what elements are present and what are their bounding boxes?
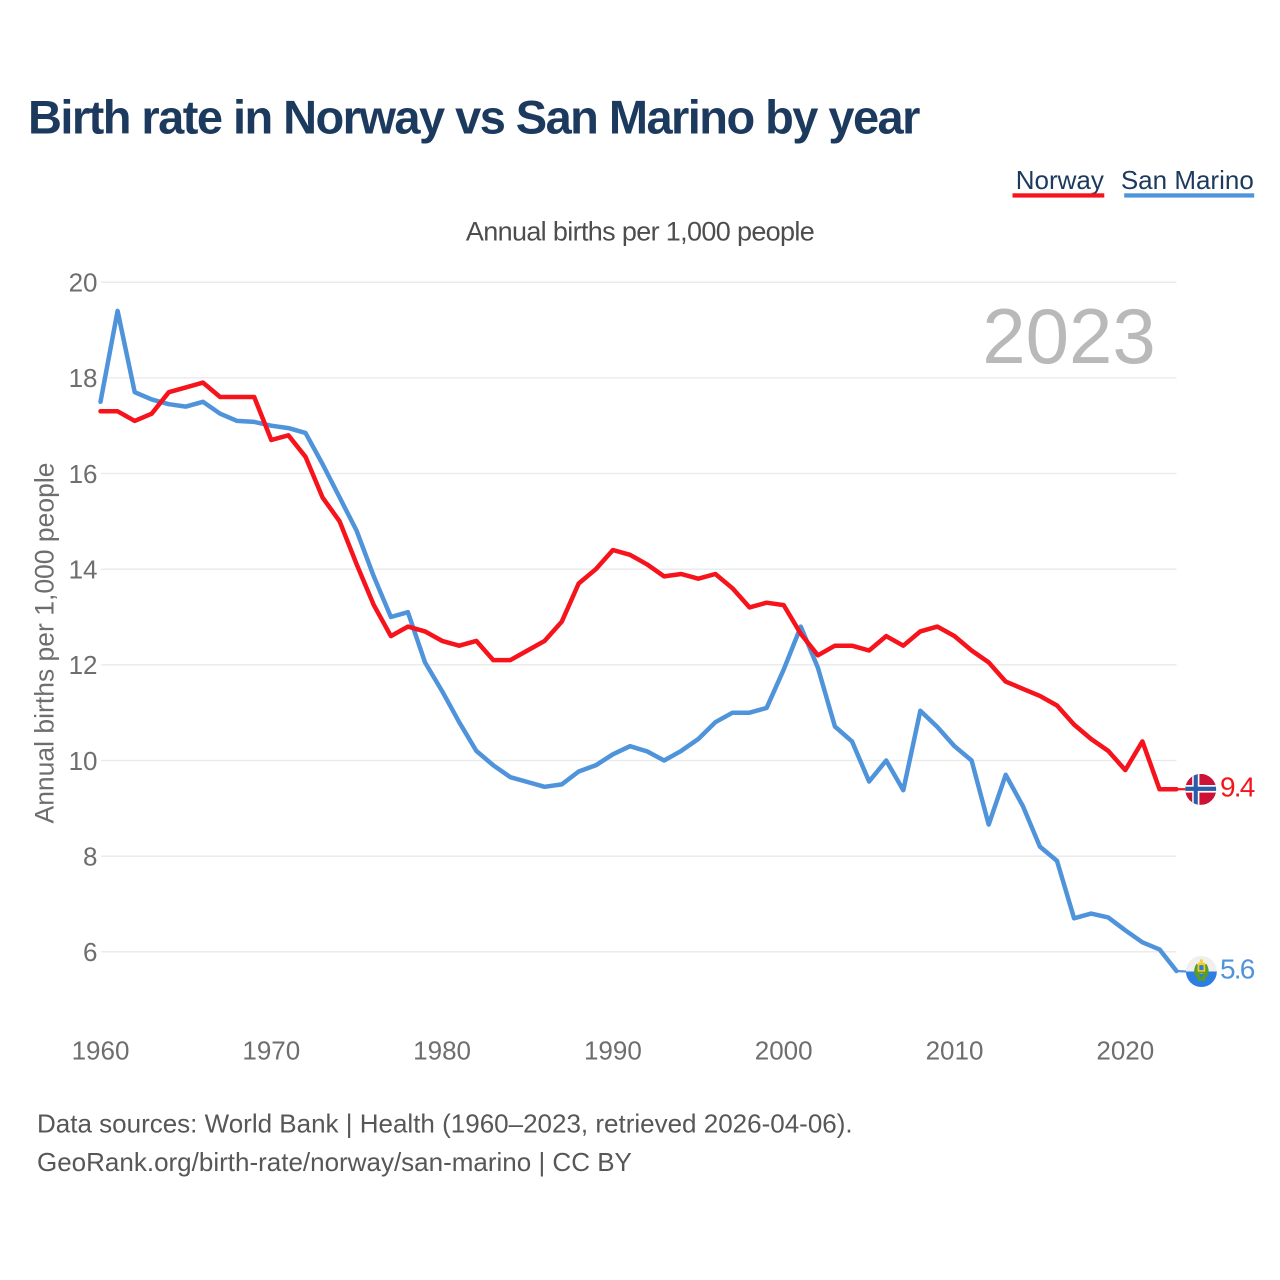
svg-text:2020: 2020	[1096, 1036, 1154, 1066]
svg-text:20: 20	[69, 268, 98, 298]
svg-text:Annual births per 1,000 people: Annual births per 1,000 people	[466, 217, 814, 247]
svg-text:16: 16	[69, 459, 98, 489]
svg-text:2010: 2010	[926, 1036, 984, 1066]
svg-text:2023: 2023	[982, 292, 1156, 380]
svg-text:9.4: 9.4	[1220, 772, 1255, 803]
svg-text:2000: 2000	[755, 1036, 813, 1066]
svg-text:18: 18	[69, 363, 98, 393]
svg-text:1980: 1980	[413, 1036, 471, 1066]
svg-text:5.6: 5.6	[1220, 953, 1255, 984]
svg-text:14: 14	[69, 555, 98, 585]
svg-text:1960: 1960	[72, 1036, 130, 1066]
svg-text:12: 12	[69, 650, 98, 680]
svg-text:1990: 1990	[584, 1036, 642, 1066]
svg-text:Birth rate in Norway vs San Ma: Birth rate in Norway vs San Marino by ye…	[28, 91, 920, 144]
svg-text:San Marino: San Marino	[1121, 165, 1254, 195]
svg-text:8: 8	[83, 842, 97, 872]
svg-text:Annual births per 1,000 people: Annual births per 1,000 people	[30, 463, 60, 824]
svg-text:Data sources: World Bank | Hea: Data sources: World Bank | Health (1960–…	[37, 1108, 853, 1138]
svg-text:1970: 1970	[242, 1036, 300, 1066]
svg-text:GeoRank.org/birth-rate/norway/: GeoRank.org/birth-rate/norway/san-marino…	[37, 1147, 632, 1177]
svg-text:6: 6	[83, 937, 97, 967]
svg-text:10: 10	[69, 746, 98, 776]
svg-text:Norway: Norway	[1016, 165, 1104, 195]
